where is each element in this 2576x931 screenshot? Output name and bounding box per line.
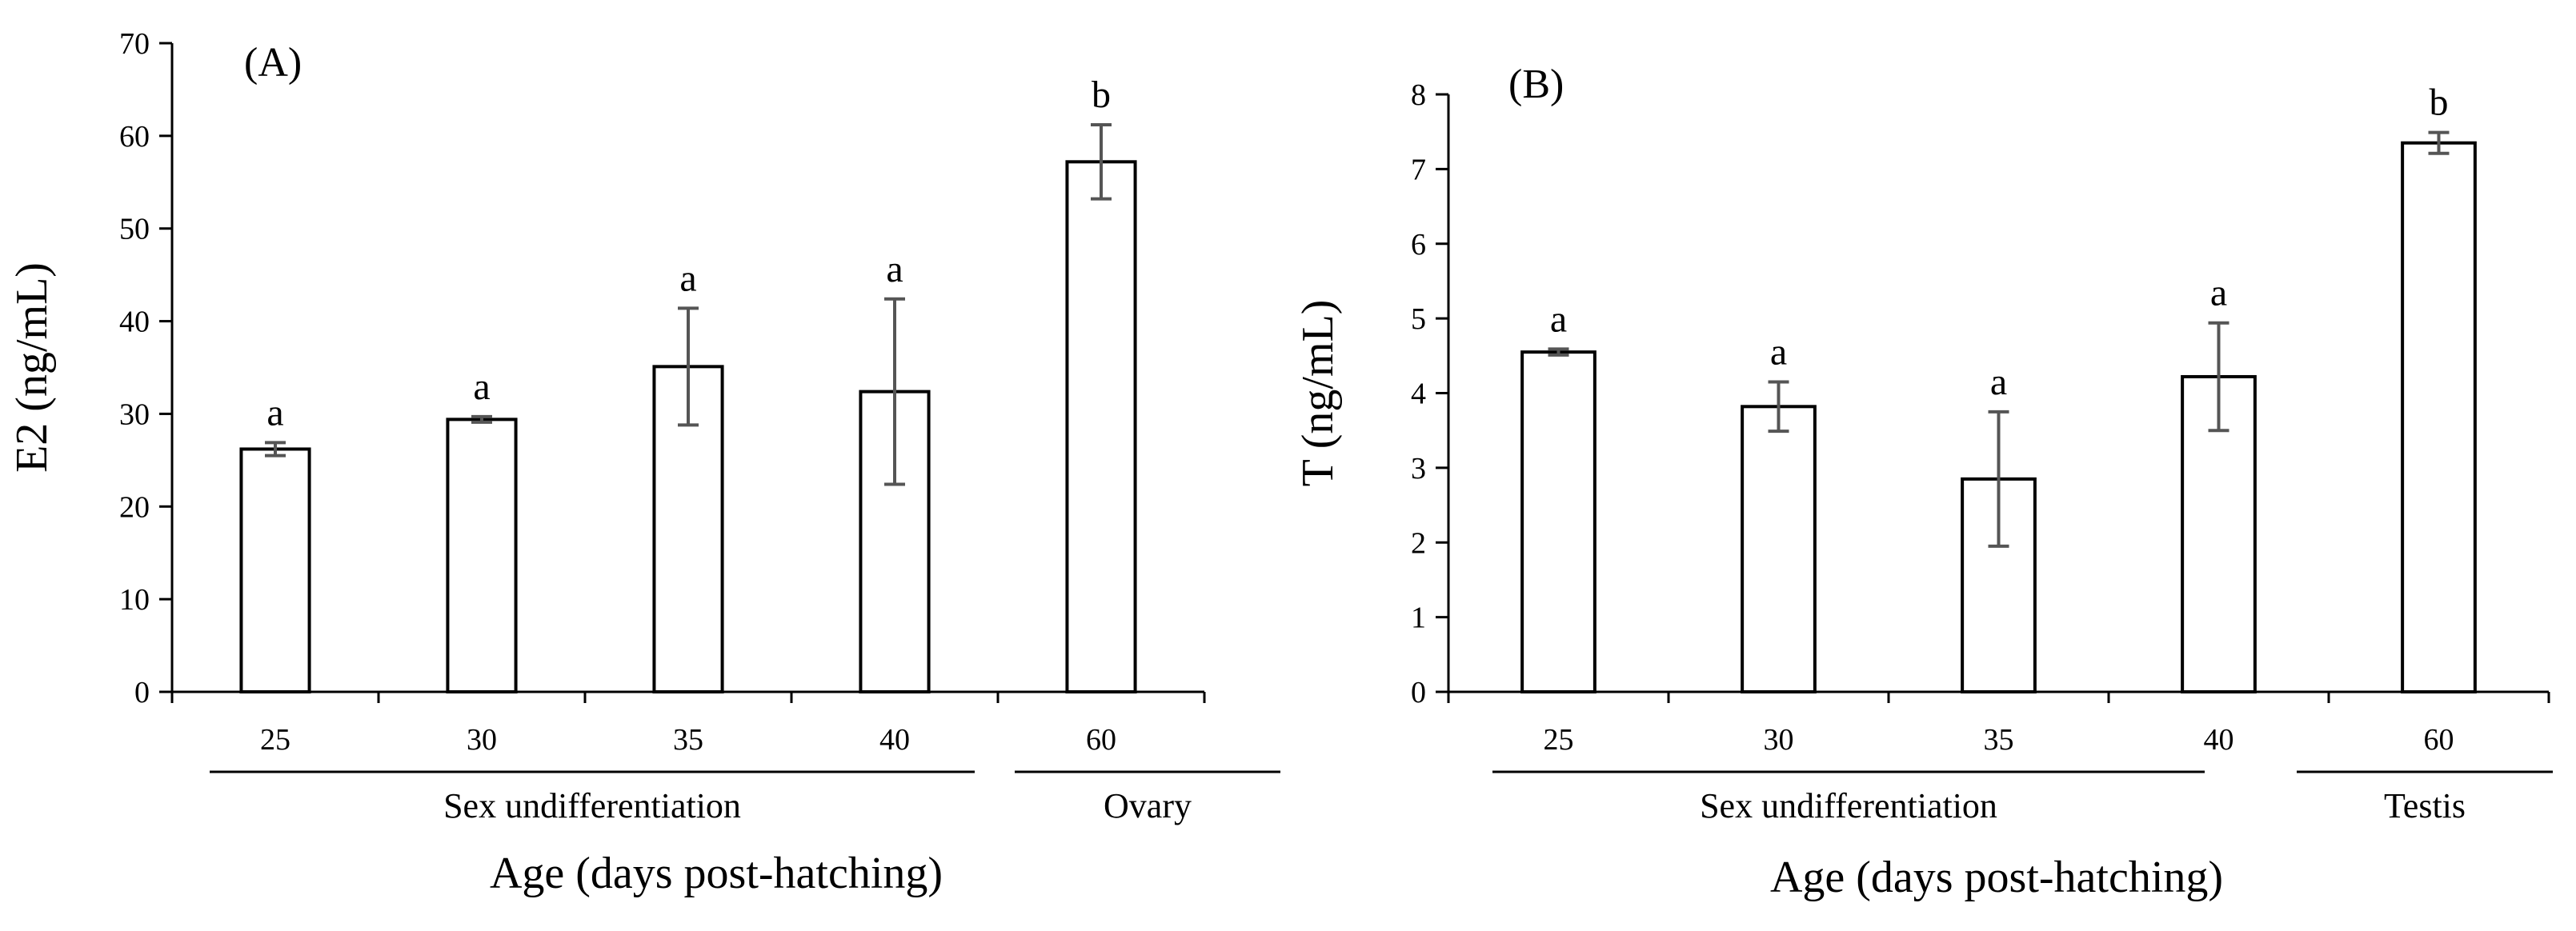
significance-letter: a bbox=[1770, 330, 1787, 373]
panel-a: 0 10 20 30 40 50 60 70 a 25 a 30 a 35 a 40 b 60 Sex undiff… bbox=[7, 27, 1280, 898]
x-axis-title: Age (days post-hatching) bbox=[490, 849, 943, 898]
y-tick-label: 5 bbox=[1411, 302, 1426, 336]
x-tick-label: 60 bbox=[1086, 723, 1116, 757]
bar bbox=[1520, 350, 1596, 693]
x-tick-label: 25 bbox=[260, 723, 290, 757]
group-label: Sex undifferentiation bbox=[443, 786, 741, 825]
y-tick-label: 4 bbox=[1411, 378, 1426, 411]
y-tick-label: 8 bbox=[1411, 78, 1426, 112]
x-tick-label: 30 bbox=[467, 723, 497, 757]
y-axis-title: E2 (ng/mL) bbox=[7, 262, 57, 473]
group-label: Testis bbox=[2384, 786, 2466, 825]
y-tick-label: 60 bbox=[119, 120, 150, 154]
bar bbox=[446, 418, 518, 693]
y-axis-title: T (ng/mL) bbox=[1293, 300, 1343, 487]
significance-letter: a bbox=[266, 391, 283, 434]
group-label: Ovary bbox=[1104, 786, 1192, 825]
y-tick-label: 70 bbox=[119, 27, 150, 61]
x-tick-label: 35 bbox=[673, 723, 703, 757]
significance-letter: b bbox=[1092, 74, 1111, 116]
bar bbox=[2401, 141, 2477, 694]
x-tick-label: 40 bbox=[879, 723, 910, 757]
significance-letter: a bbox=[1550, 298, 1567, 340]
y-tick-label: 40 bbox=[119, 306, 150, 339]
x-tick-label: 40 bbox=[2204, 723, 2234, 757]
panel-label: (A) bbox=[244, 40, 302, 86]
bar bbox=[1741, 405, 1817, 693]
significance-letter: a bbox=[473, 366, 490, 408]
y-tick-label: 50 bbox=[119, 213, 150, 246]
y-tick-label: 10 bbox=[119, 583, 150, 617]
y-tick-label: 1 bbox=[1411, 601, 1426, 635]
significance-letter: a bbox=[1990, 361, 2007, 403]
significance-letter: a bbox=[2210, 272, 2227, 314]
significance-letter: a bbox=[679, 257, 696, 299]
group-label: Sex undifferentiation bbox=[1700, 786, 1997, 825]
y-tick-label: 7 bbox=[1411, 153, 1426, 186]
y-tick-label: 30 bbox=[119, 398, 150, 431]
bar bbox=[239, 447, 311, 693]
y-tick-label: 0 bbox=[1411, 676, 1426, 709]
y-tick-label: 20 bbox=[119, 490, 150, 524]
panel-b: 0 1 2 3 4 5 6 7 8 a 25 a 30 a 35 a 40 b 60 Sex undifferenti… bbox=[1293, 62, 2553, 902]
y-tick-label: 2 bbox=[1411, 526, 1426, 560]
significance-letter: a bbox=[886, 248, 903, 290]
significance-letter: b bbox=[2430, 82, 2449, 124]
x-tick-label: 30 bbox=[1764, 723, 1794, 757]
x-tick-label: 35 bbox=[1984, 723, 2014, 757]
panel-label: (B) bbox=[1508, 62, 1564, 107]
y-tick-label: 6 bbox=[1411, 228, 1426, 262]
bar bbox=[1065, 160, 1137, 694]
x-axis-title: Age (days post-hatching) bbox=[1770, 853, 2223, 902]
y-tick-label: 3 bbox=[1411, 452, 1426, 485]
x-tick-label: 25 bbox=[1544, 723, 1574, 757]
x-tick-label: 60 bbox=[2424, 723, 2454, 757]
y-tick-label: 0 bbox=[134, 676, 150, 709]
